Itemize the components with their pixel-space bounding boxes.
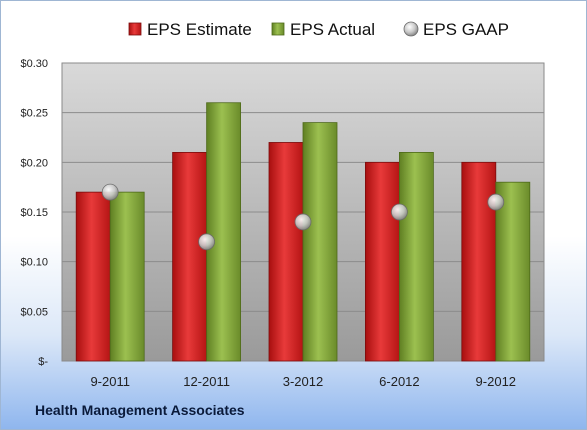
legend-label-eps-gaap: EPS GAAP [423,20,509,39]
bars [75,102,531,362]
y-axis: $- $0.05 $0.10 $0.15 $0.20 $0.25 $0.30 [20,58,48,368]
legend-label-eps-actual: EPS Actual [290,20,375,39]
bar-eps-actual [302,122,338,362]
company-name: Health Management Associates [35,402,245,418]
gaap-markers [101,183,505,251]
marker-eps-gaap [198,233,216,251]
bar-eps-actual [206,102,242,362]
x-tick-label: 9-2011 [90,374,130,389]
bar-eps-actual [398,151,434,362]
bar-eps-estimate [364,161,400,362]
x-tick-label: 9-2012 [476,374,516,389]
marker-eps-gaap [294,213,312,231]
legend-swatch-eps-estimate [128,22,142,36]
bar-eps-estimate [75,191,111,362]
y-tick-label: $0.20 [20,157,48,169]
bar-eps-estimate [461,161,497,362]
marker-eps-gaap [390,203,408,221]
bar-eps-estimate [268,142,304,362]
legend: EPS Estimate EPS Actual EPS GAAP [128,20,509,39]
y-tick-label: $- [38,356,48,368]
x-tick-label: 12-2011 [183,374,230,389]
y-tick-label: $0.25 [20,108,48,120]
bar-eps-estimate [172,151,208,362]
marker-eps-gaap [101,183,119,201]
y-tick-label: $0.10 [20,257,48,269]
y-tick-label: $0.30 [20,58,48,70]
x-axis: 9-2011 12-2011 3-2012 6-2012 9-2012 [90,374,516,389]
y-tick-label: $0.15 [20,207,48,219]
legend-swatch-eps-gaap [403,21,419,37]
y-tick-label: $0.05 [20,306,48,318]
bar-eps-actual [495,181,531,362]
legend-swatch-eps-actual [271,22,285,36]
bar-eps-actual [109,191,145,362]
marker-eps-gaap [487,193,505,211]
x-tick-label: 6-2012 [379,374,419,389]
x-tick-label: 3-2012 [283,374,323,389]
legend-label-eps-estimate: EPS Estimate [147,20,252,39]
